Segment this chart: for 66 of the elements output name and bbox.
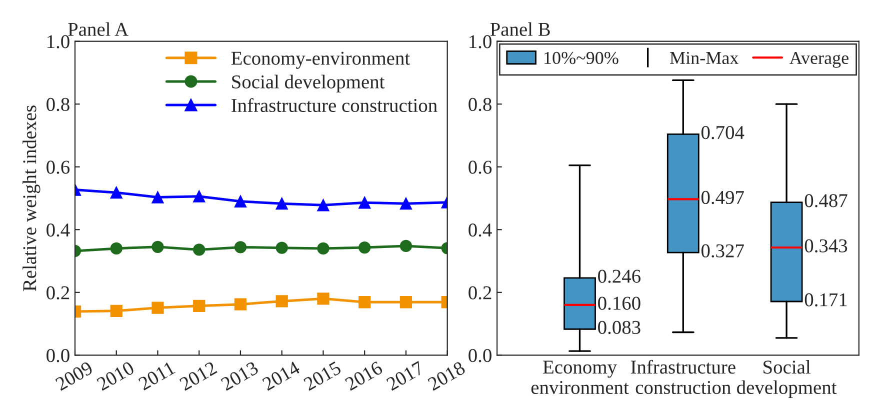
point [400, 240, 412, 252]
x-tick-label: 2016 [344, 360, 384, 391]
point [400, 296, 412, 308]
point [317, 199, 330, 212]
point [358, 296, 371, 308]
y-axis-title: Relative weight indexes [22, 106, 40, 292]
annotation: 0.160 [598, 296, 640, 310]
y-tick-label: 0.4 [46, 223, 70, 237]
point [152, 302, 164, 314]
annotation: 0.246 [598, 270, 640, 283]
x-tick-label: Infrastructure construction [630, 360, 736, 394]
legend-label: Economy-environment [231, 52, 410, 69]
x-tick-label: 2018 [427, 360, 466, 391]
annotation: 0.083 [598, 320, 640, 334]
annotation: 0.171 [804, 293, 847, 306]
annotation: Average [789, 52, 848, 68]
point [110, 186, 122, 199]
y-tick-label: 0.0 [468, 348, 492, 362]
legend-label: 10%~90% [544, 52, 618, 64]
annotation: 0.327 [701, 244, 744, 258]
point [358, 241, 371, 254]
point [193, 244, 206, 256]
point [400, 198, 412, 210]
x-tick-label: 2015 [302, 360, 342, 391]
point [234, 195, 247, 208]
y-tick-label: 0.2 [46, 286, 70, 300]
point [152, 240, 164, 253]
point [358, 196, 371, 209]
y-tick-label: 1.0 [470, 35, 492, 48]
point [317, 292, 330, 305]
x-tick-label: 2010 [96, 360, 135, 391]
point [152, 191, 164, 204]
x-tick-label: 2017 [386, 360, 425, 391]
y-tick-label: 1.0 [48, 35, 70, 48]
point [234, 241, 247, 254]
point [110, 242, 122, 255]
x-tick-label: 2011 [138, 361, 176, 391]
annotation: 0.704 [701, 126, 744, 140]
y-tick-label: 0.2 [468, 286, 492, 300]
point [193, 300, 206, 312]
point [276, 198, 288, 210]
legend-label: Social development [232, 74, 385, 92]
legend-label: Infrastructure construction [232, 98, 438, 112]
y-tick-label: 0.6 [468, 160, 492, 174]
x-tick-label: 2014 [262, 360, 301, 391]
point [276, 242, 288, 254]
y-tick-label: 0.8 [468, 98, 492, 112]
point [193, 190, 206, 202]
annotation: 0.487 [804, 194, 848, 208]
y-tick-label: 0.4 [468, 223, 492, 237]
y-tick-label: 0.0 [46, 348, 70, 362]
x-tick-label: Social development [737, 360, 837, 398]
annotation: 0.497 [701, 190, 744, 204]
y-tick-label: 0.6 [46, 160, 70, 174]
chart-title: Panel A [68, 22, 128, 36]
x-tick-label: 2013 [220, 360, 260, 391]
chart-title: Panel B [490, 22, 550, 36]
point [110, 304, 122, 317]
point [317, 242, 330, 255]
annotation: Min-Max [670, 52, 738, 64]
point [234, 298, 247, 310]
x-tick-label: 2012 [178, 361, 218, 391]
point [276, 295, 288, 308]
annotation: 0.343 [804, 239, 848, 252]
y-tick-label: 0.8 [46, 98, 70, 112]
x-tick-label: Economy environment [531, 360, 629, 394]
